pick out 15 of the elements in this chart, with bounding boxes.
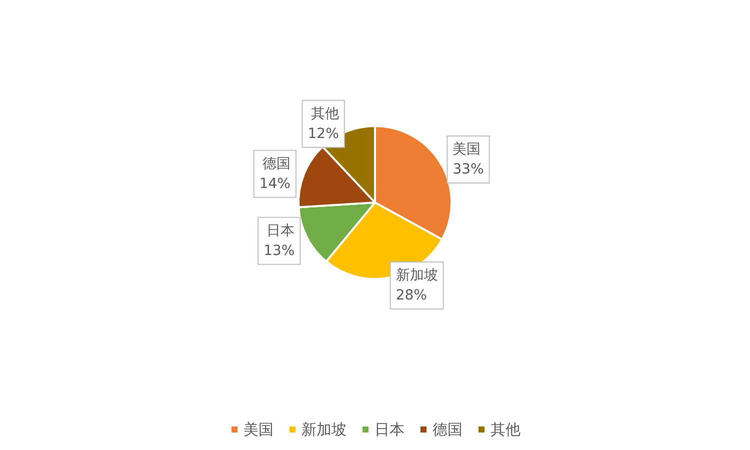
slice-label: 德国 [262, 156, 290, 172]
data-label: 33% [452, 161, 484, 178]
legend-label: 新加坡 [302, 420, 346, 438]
legend-label: 其他 [490, 420, 520, 438]
data-label: 13% [264, 242, 295, 259]
slice-label: 其他 [310, 106, 339, 122]
slice-label: 日本 [266, 222, 295, 239]
data-label: 28% [396, 288, 427, 304]
slice-label: 美国 [452, 141, 481, 158]
legend-label: 美国 [244, 420, 274, 438]
legend-label: 德国 [432, 420, 462, 438]
slice-label: 新加坡 [396, 268, 438, 284]
data-label: 14% [259, 176, 290, 192]
data-label: 12% [308, 126, 339, 142]
legend-label: 日本 [374, 420, 404, 438]
